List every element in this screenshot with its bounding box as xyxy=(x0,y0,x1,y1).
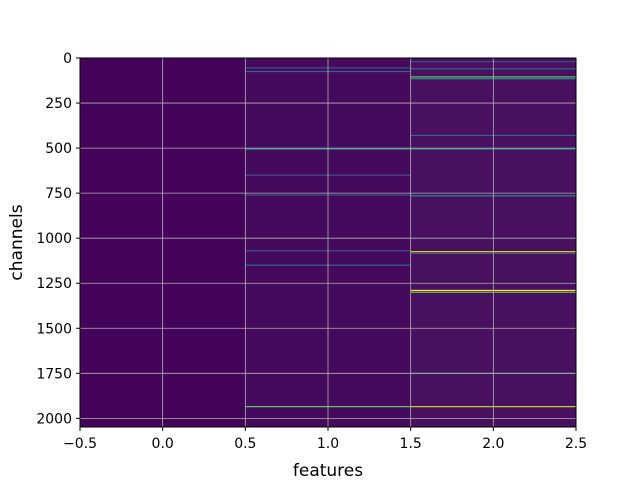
x-tick-label: 1.0 xyxy=(317,436,339,452)
x-tick-label: 2.0 xyxy=(482,436,504,452)
x-axis-label: features xyxy=(293,461,363,480)
y-axis-label: channels xyxy=(7,204,27,280)
y-tick-label: 1500 xyxy=(36,321,72,337)
y-tick-label: 1250 xyxy=(36,276,72,292)
x-tick-label: −0.5 xyxy=(63,436,97,452)
y-tick-label: 1750 xyxy=(36,366,72,382)
x-axis: −0.5 0.0 0.5 1.0 1.5 2.0 2.5 xyxy=(63,427,587,452)
x-tick-label: 0.5 xyxy=(234,436,256,452)
y-tick-label: 2000 xyxy=(36,411,72,427)
y-tick-label: 750 xyxy=(45,186,72,202)
x-tick-label: 0.0 xyxy=(152,436,174,452)
y-tick-label: 500 xyxy=(45,141,72,157)
y-tick-label: 0 xyxy=(63,51,72,67)
y-tick-label: 1000 xyxy=(36,231,72,247)
x-tick-label: 1.5 xyxy=(400,436,422,452)
x-tick-label: 2.5 xyxy=(565,436,587,452)
y-tick-label: 250 xyxy=(45,96,72,112)
y-axis: 0 250 500 750 1000 1250 1500 1750 2000 xyxy=(36,51,80,427)
